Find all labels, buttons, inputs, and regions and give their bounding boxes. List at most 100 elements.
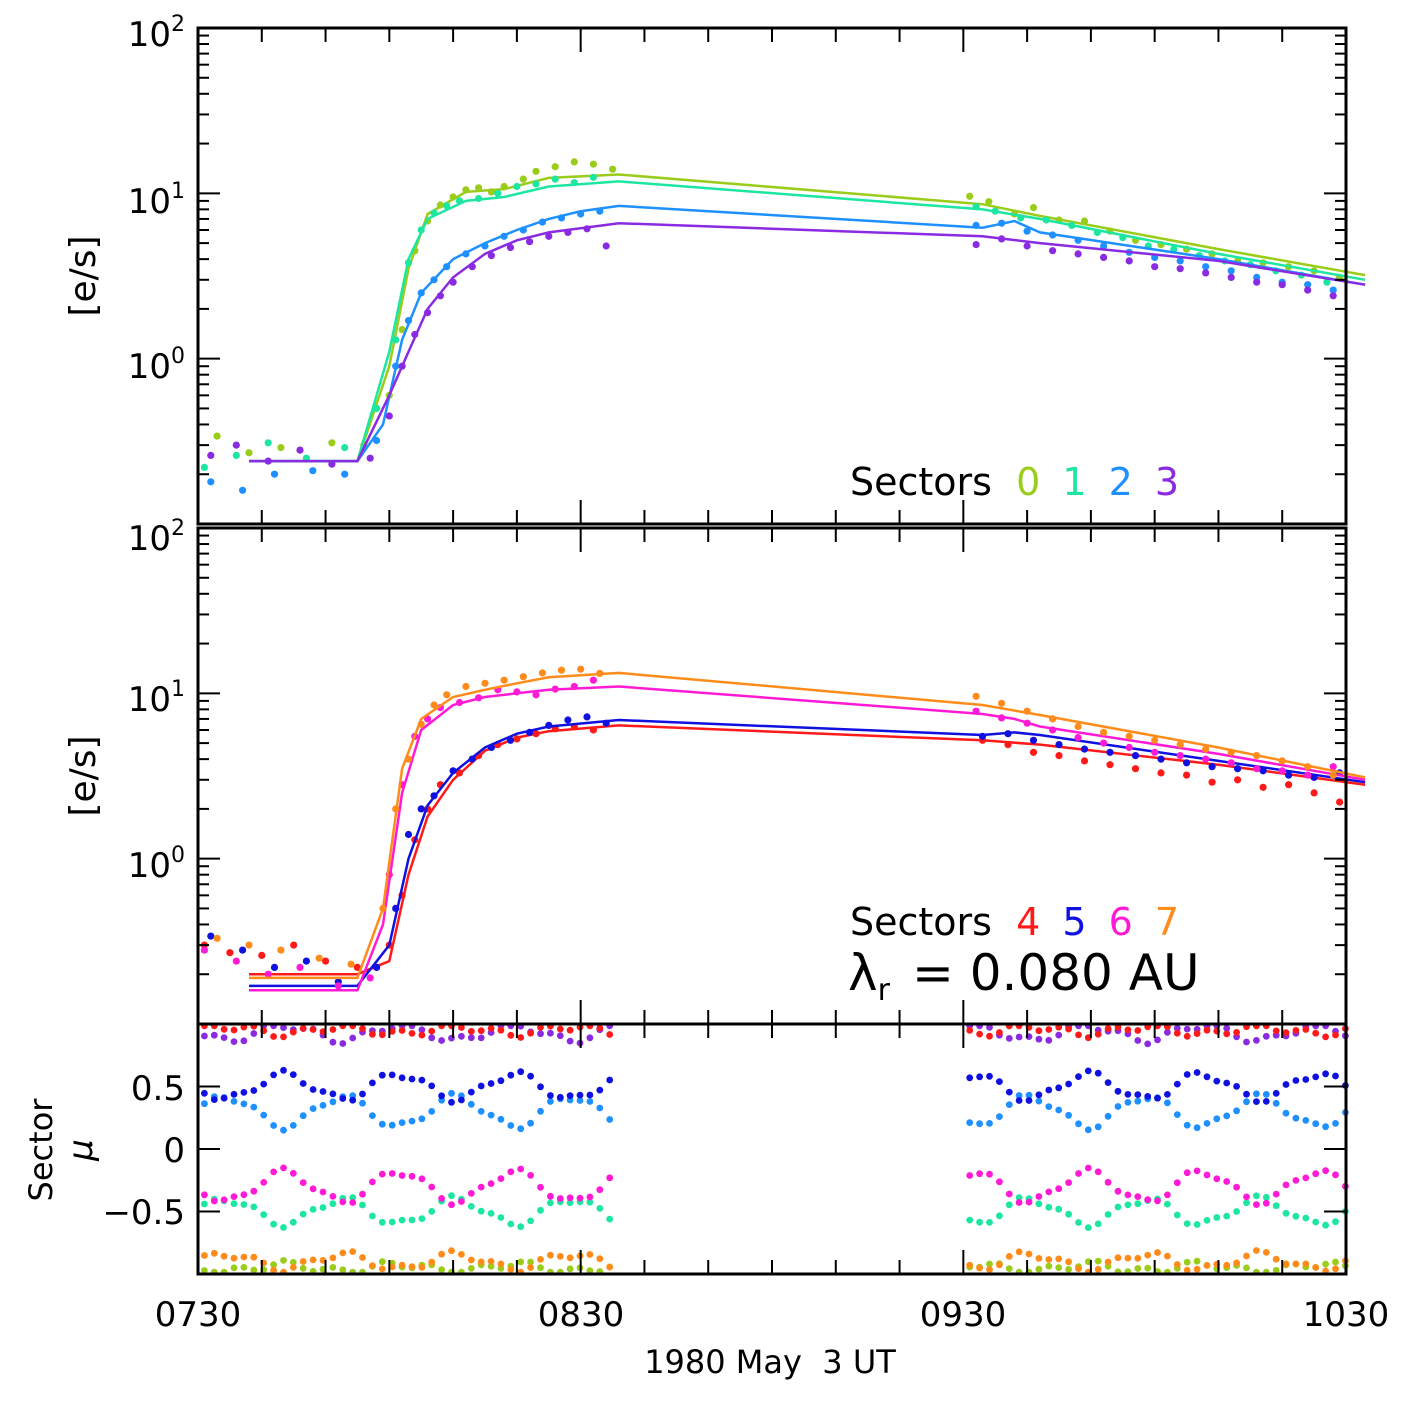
mu-point-sector-5-23: [428, 1082, 436, 1090]
middle-point-sector-4-24: [1106, 761, 1114, 769]
mu-point-sector-2-38: [576, 1097, 584, 1104]
mu-point-sector-6-4: [240, 1191, 248, 1199]
top-legend: Sectors 0 1 2 3: [850, 460, 1179, 504]
mu-point-sector-4-10: [299, 1025, 307, 1032]
mu-point-sector-6-47: [1015, 1199, 1023, 1206]
mu-point-sector-7-29: [487, 1258, 495, 1265]
top-point-sector-2-2: [270, 470, 279, 478]
top-point-sector-0-20: [609, 165, 617, 173]
top-point-sector-2-15: [538, 218, 547, 226]
mu-point-sector-3-49: [1035, 1035, 1043, 1043]
middle-point-sector-7-11: [462, 682, 470, 691]
mu-point-sector-7-31: [507, 1266, 515, 1273]
middle-panel-ticks: [197, 527, 1347, 1025]
mu-point-sector-5-59: [1134, 1091, 1142, 1098]
middle-point-sector-4-1: [226, 949, 234, 957]
mu-point-sector-4-9: [289, 1028, 297, 1036]
top-point-sector-2-24: [1100, 242, 1108, 250]
mu-point-sector-7-27: [467, 1256, 475, 1264]
top-point-sector-3-17: [564, 228, 572, 236]
mu-point-sector-0-24: [438, 1266, 445, 1274]
mu-point-sector-5-61: [1154, 1094, 1161, 1102]
top-point-sector-3-31: [1253, 278, 1261, 286]
mu-point-sector-5-70: [1243, 1090, 1250, 1098]
mu-point-sector-2-62: [1164, 1099, 1171, 1107]
mu-point-sector-4-17: [369, 1030, 376, 1038]
middle-point-sector-6-17: [570, 682, 578, 691]
middle-point-sector-7-23: [1074, 722, 1082, 731]
mu-point-sector-3-14: [339, 1040, 347, 1047]
top-point-sector-3-27: [1151, 263, 1159, 271]
mu-point-sector-3-2: [220, 1034, 228, 1041]
mu-point-sector-6-67: [1213, 1175, 1221, 1183]
mu-point-sector-7-56: [1104, 1258, 1112, 1266]
mu-point-sector-1-18: [378, 1218, 386, 1226]
top-point-sector-3-25: [1100, 253, 1108, 261]
mu-point-sector-5-25: [448, 1098, 455, 1106]
middle-point-sector-6-0: [200, 946, 208, 954]
middle-point-sector-4-5: [353, 963, 361, 972]
top-point-sector-2-10: [443, 263, 451, 271]
middle-point-sector-6-26: [1151, 748, 1159, 756]
mu-point-sector-7-22: [418, 1263, 426, 1271]
mu-point-sector-7-33: [527, 1264, 534, 1271]
mu-point-sector-6-75: [1292, 1177, 1300, 1184]
mu-point-sector-2-27: [467, 1100, 475, 1108]
middle-point-sector-7-25: [1125, 732, 1133, 740]
mu-point-sector-5-12: [319, 1088, 327, 1095]
mu-point-sector-7-71: [1253, 1247, 1260, 1254]
middle-point-sector-7-30: [1253, 752, 1261, 760]
mu-point-sector-2-75: [1292, 1114, 1300, 1122]
mu-point-sector-7-39: [586, 1251, 594, 1258]
mu-point-sector-7-46: [1005, 1253, 1013, 1260]
middle-point-sector-7-22: [1049, 715, 1057, 723]
mu-point-sector-7-19: [388, 1263, 396, 1271]
mu-point-sector-6-26: [458, 1198, 465, 1205]
mu-point-sector-2-13: [329, 1098, 337, 1106]
top-fit-sector-1: [249, 180, 1366, 463]
bottom-panel: 0.5 0 −0.5 Sector μ 0730 0830 0930 1030 …: [22, 1022, 1390, 1381]
mu-point-sector-1-70: [1243, 1199, 1250, 1207]
middle-point-sector-4-31: [1285, 781, 1293, 789]
middle-point-sector-6-22: [1049, 726, 1057, 734]
middle-y-axis-label: [e/s]: [63, 735, 104, 816]
mu-point-sector-3-36: [556, 1032, 564, 1040]
mu-point-sector-1-43: [976, 1218, 983, 1226]
top-point-sector-1-33: [1323, 278, 1331, 286]
top-point-sector-3-28: [1176, 265, 1184, 273]
mu-point-sector-2-79: [1332, 1120, 1339, 1127]
mu-point-sector-3-13: [329, 1038, 337, 1046]
mu-point-sector-5-26: [458, 1096, 465, 1104]
top-point-sector-2-32: [1304, 281, 1312, 289]
mu-point-sector-2-76: [1302, 1117, 1310, 1124]
top-point-sector-3-24: [1074, 250, 1082, 258]
mu-point-sector-2-12: [319, 1102, 327, 1109]
top-point-sector-2-33: [1329, 286, 1337, 294]
middle-point-sector-6-32: [1304, 771, 1312, 779]
mu-point-sector-0-73: [1272, 1267, 1280, 1274]
middle-point-sector-6-33: [1329, 763, 1337, 771]
mu-point-sector-6-58: [1124, 1191, 1132, 1199]
mu-point-sector-6-77: [1312, 1170, 1320, 1178]
middle-point-sector-7-0: [213, 934, 221, 942]
mu-point-sector-7-65: [1193, 1265, 1201, 1273]
mu-point-sector-6-39: [586, 1193, 594, 1201]
middle-point-sector-7-29: [1227, 748, 1235, 756]
mu-point-sector-1-63: [1173, 1211, 1181, 1219]
mu-point-sector-4-53: [1075, 1031, 1082, 1039]
mu-point-sector-1-74: [1282, 1209, 1290, 1217]
mu-point-sector-5-43: [976, 1073, 983, 1081]
mu-point-sector-1-8: [280, 1224, 287, 1231]
mu-point-sector-7-15: [349, 1248, 357, 1255]
top-point-sector-1-20: [991, 207, 999, 215]
mu-point-sector-4-45: [996, 1029, 1003, 1036]
mu-point-sector-2-69: [1233, 1107, 1240, 1115]
xtick-0730: 0730: [155, 1295, 242, 1335]
top-point-sector-1-5: [373, 404, 381, 412]
mu-point-sector-5-67: [1213, 1077, 1221, 1085]
x-axis-label: 1980 May 3 UT: [644, 1343, 896, 1381]
mu-point-sector-7-69: [1233, 1259, 1240, 1267]
xtick-1030: 1030: [1303, 1295, 1390, 1335]
top-point-sector-1-14: [513, 182, 521, 191]
mu-point-sector-6-74: [1282, 1181, 1290, 1189]
